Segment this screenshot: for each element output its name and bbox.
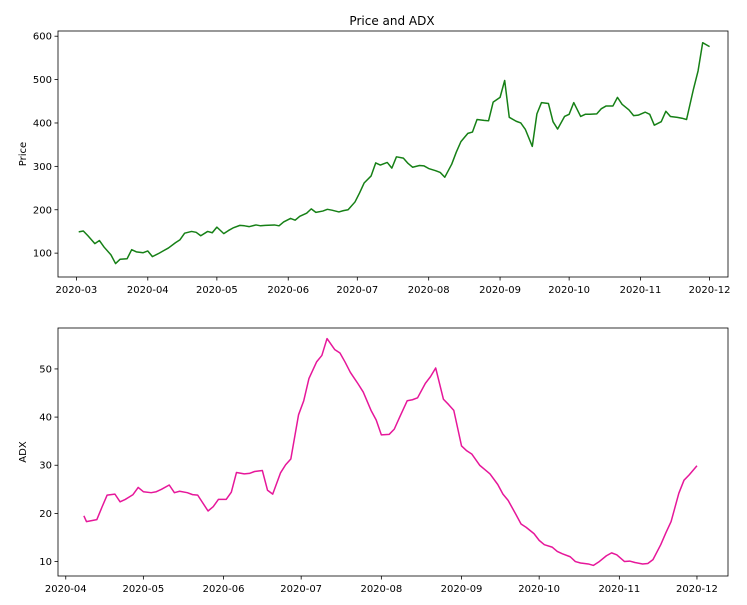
price-line (78, 41, 710, 265)
price-x-tick-label: 2020-03 (56, 285, 98, 296)
adx-x-tick-label: 2020-12 (676, 584, 718, 595)
price-x-tick-label: 2020-12 (689, 285, 731, 296)
price-x-tick-label: 2020-09 (479, 285, 521, 296)
price-y-tick-label: 300 (33, 162, 52, 173)
adx-y-tick-label: 30 (39, 461, 52, 472)
price-y-tick-label: 400 (33, 118, 52, 129)
adx-x-tick-label: 2020-07 (280, 584, 322, 595)
price-x-tick-label: 2020-06 (267, 285, 309, 296)
price-y-tick-label: 600 (33, 32, 52, 43)
adx-y-tick-label: 50 (39, 364, 52, 375)
adx-x-tick-label: 2020-09 (441, 584, 483, 595)
price-x-tick-label: 2020-04 (127, 285, 169, 296)
adx-y-axis-label: ADX (18, 441, 29, 463)
adx-x-tick-label: 2020-04 (45, 584, 87, 595)
adx-y-tick-label: 20 (39, 509, 52, 520)
adx-x-tick-label: 2020-11 (598, 584, 640, 595)
adx-x-tick-label: 2020-06 (203, 584, 245, 595)
chart-title: Price and ADX (349, 14, 434, 28)
price-y-tick-label: 100 (33, 249, 52, 260)
price-y-tick-label: 200 (33, 205, 52, 216)
adx-x-tick-label: 2020-10 (518, 584, 560, 595)
adx-axes-frame (57, 327, 729, 577)
adx-x-tick-label: 2020-05 (122, 584, 164, 595)
price-x-tick-label: 2020-05 (196, 285, 238, 296)
adx-line (83, 337, 698, 567)
price-x-tick-label: 2020-07 (336, 285, 378, 296)
price-x-tick-label: 2020-08 (408, 285, 450, 296)
adx-y-tick-label: 40 (39, 413, 52, 424)
adx-x-tick-label: 2020-08 (360, 584, 402, 595)
price-x-tick-label: 2020-10 (548, 285, 590, 296)
price-y-axis-label: Price (18, 142, 29, 166)
price-y-tick-label: 500 (33, 75, 52, 86)
adx-y-tick-label: 10 (39, 557, 52, 568)
price-axes: 2020-03 2020-04 2020-05 2020-06 2020-07 2020-… (18, 30, 731, 296)
adx-axes: 2020-04 2020-05 2020-06 2020-07 2020-08 2020-… (18, 327, 729, 595)
price-axes-frame (57, 30, 729, 278)
price-x-tick-label: 2020-11 (620, 285, 662, 296)
